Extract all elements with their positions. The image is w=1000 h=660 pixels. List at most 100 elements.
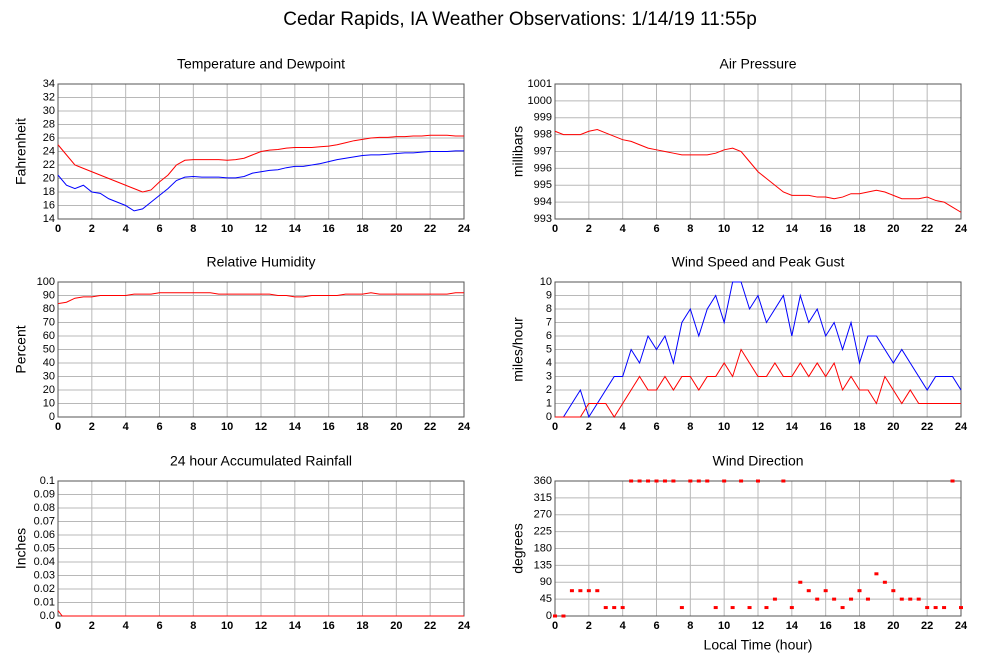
data-point [849, 597, 854, 601]
y-axis-label: miles/hour [510, 317, 526, 382]
chart-title: Air Pressure [719, 56, 796, 72]
data-point [916, 597, 921, 601]
y-tick-label: 20 [43, 172, 55, 184]
y-tick-label: 70 [43, 316, 55, 328]
chart-title: Wind Speed and Peak Gust [672, 254, 845, 270]
y-tick-label: 999 [534, 112, 552, 124]
x-tick-label: 16 [323, 421, 335, 433]
chart-panel: Wind Direction degrees Local Time (hour) 0 4… [510, 453, 968, 653]
y-tick-label: 0 [49, 411, 55, 423]
data-line [57, 610, 464, 617]
y-tick-label: 993 [534, 213, 552, 225]
x-tick-label: 2 [89, 421, 95, 433]
y-axis-label: millibars [510, 126, 526, 177]
y-tick-label: 32 [43, 91, 55, 103]
data-point [798, 580, 803, 584]
x-tick-label: 18 [356, 223, 368, 235]
y-tick-label: 0 [546, 411, 552, 423]
x-tick-label: 8 [190, 421, 196, 433]
y-tick-label: 34 [43, 78, 55, 90]
data-point [891, 589, 896, 593]
x-tick-label: 4 [123, 421, 130, 433]
x-tick-label: 22 [921, 620, 933, 632]
x-tick-label: 14 [289, 223, 302, 235]
data-point [553, 614, 557, 618]
x-tick-label: 6 [653, 421, 659, 433]
x-tick-label: 6 [156, 223, 162, 235]
plot-frame [57, 83, 465, 220]
chart-panel: Temperature and DewpointFahrenheit141618… [13, 56, 471, 235]
chart-panel: Relative HumidityPercent0102030405060708… [13, 254, 471, 433]
x-tick-label: 22 [424, 421, 436, 433]
x-tick-label: 22 [424, 620, 436, 632]
y-tick-label: 225 [534, 526, 552, 538]
x-tick-label: 24 [955, 620, 968, 632]
x-tick-label: 24 [458, 223, 471, 235]
y-tick-label: 0.04 [34, 556, 55, 568]
y-tick-label: 90 [540, 576, 552, 588]
x-tick-label: 0 [55, 620, 61, 632]
y-tick-label: 7 [546, 316, 552, 328]
y-tick-label: 22 [43, 159, 55, 171]
x-tick-label: 18 [853, 421, 865, 433]
y-tick-label: 0.05 [34, 542, 55, 554]
y-tick-label: 60 [43, 330, 55, 342]
y-tick-label: 90 [43, 289, 55, 301]
data-point [569, 589, 574, 593]
x-tick-label: 6 [653, 620, 659, 632]
y-tick-label: 20 [43, 384, 55, 396]
x-tick-label: 10 [221, 620, 233, 632]
x-tick-label: 16 [820, 223, 832, 235]
x-tick-label: 4 [620, 421, 627, 433]
data-point [764, 606, 769, 610]
chart-panel: Wind Speed and Peak Gustmiles/hour012345… [510, 254, 968, 433]
y-tick-label: 28 [43, 118, 55, 130]
y-tick-label: 1000 [528, 95, 552, 107]
y-tick-label: 100 [37, 276, 55, 288]
x-tick-label: 8 [687, 620, 693, 632]
x-tick-label: 10 [221, 421, 233, 433]
x-tick-label: 2 [586, 223, 592, 235]
x-tick-label: 14 [786, 620, 799, 632]
x-tick-label: 20 [390, 223, 402, 235]
data-point [933, 606, 938, 610]
y-tick-label: 0.01 [34, 596, 55, 608]
y-tick-label: 24 [43, 145, 55, 157]
data-point [722, 479, 727, 483]
data-point [789, 606, 794, 610]
x-tick-label: 24 [955, 421, 968, 433]
x-tick-label: 24 [458, 620, 471, 632]
x-tick-label: 12 [752, 620, 764, 632]
x-tick-label: 10 [718, 223, 730, 235]
data-point [781, 479, 786, 483]
data-point [730, 606, 735, 610]
y-tick-label: 30 [43, 105, 55, 117]
x-tick-label: 14 [289, 620, 302, 632]
data-point [739, 479, 744, 483]
y-tick-label: 315 [534, 492, 552, 504]
y-axis-label: Percent [13, 325, 29, 373]
y-tick-label: 0.07 [34, 515, 55, 527]
data-line [555, 348, 961, 418]
data-point [806, 589, 811, 593]
x-tick-label: 24 [458, 421, 471, 433]
data-point [899, 597, 904, 601]
x-tick-label: 4 [620, 620, 627, 632]
data-point [671, 479, 676, 483]
data-point [679, 606, 684, 610]
x-tick-label: 2 [586, 620, 592, 632]
x-tick-label: 16 [323, 223, 335, 235]
data-point [756, 479, 760, 483]
x-tick-label: 20 [887, 421, 899, 433]
data-point [578, 589, 583, 593]
x-tick-label: 8 [687, 421, 693, 433]
data-line [555, 281, 962, 419]
plot-frame [554, 83, 962, 220]
x-tick-label: 14 [289, 421, 302, 433]
y-tick-label: 30 [43, 370, 55, 382]
chart-title: Temperature and Dewpoint [177, 56, 345, 72]
x-tick-label: 12 [752, 223, 764, 235]
y-tick-label: 10 [540, 276, 552, 288]
x-tick-label: 0 [55, 223, 61, 235]
